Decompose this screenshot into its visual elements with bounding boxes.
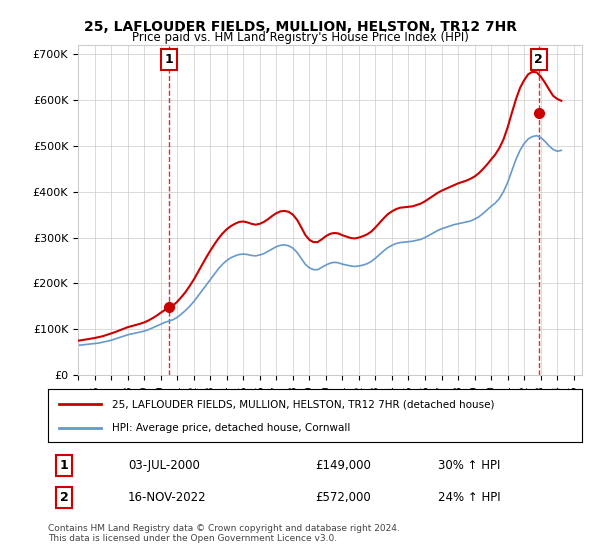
Text: 1: 1 [164,53,173,66]
Text: 25, LAFLOUDER FIELDS, MULLION, HELSTON, TR12 7HR: 25, LAFLOUDER FIELDS, MULLION, HELSTON, … [83,20,517,34]
Text: 25, LAFLOUDER FIELDS, MULLION, HELSTON, TR12 7HR (detached house): 25, LAFLOUDER FIELDS, MULLION, HELSTON, … [112,399,494,409]
Text: £149,000: £149,000 [315,459,371,472]
Text: Price paid vs. HM Land Registry's House Price Index (HPI): Price paid vs. HM Land Registry's House … [131,31,469,44]
Text: 2: 2 [59,491,68,504]
Text: 24% ↑ HPI: 24% ↑ HPI [438,491,500,504]
Text: 16-NOV-2022: 16-NOV-2022 [128,491,207,504]
Text: 2: 2 [535,53,543,66]
Text: HPI: Average price, detached house, Cornwall: HPI: Average price, detached house, Corn… [112,422,350,432]
Text: 1: 1 [59,459,68,472]
Text: 03-JUL-2000: 03-JUL-2000 [128,459,200,472]
Text: Contains HM Land Registry data © Crown copyright and database right 2024.
This d: Contains HM Land Registry data © Crown c… [48,524,400,543]
Text: 30% ↑ HPI: 30% ↑ HPI [438,459,500,472]
Text: £572,000: £572,000 [315,491,371,504]
